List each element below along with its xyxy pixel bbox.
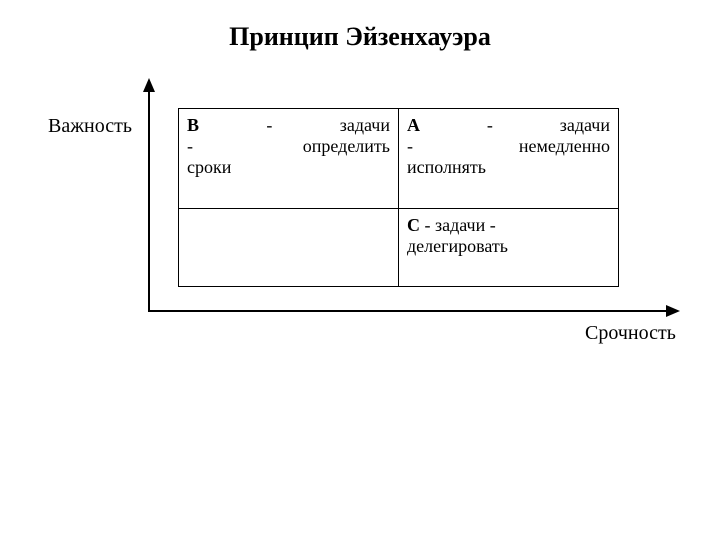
x-axis-arrow-icon xyxy=(666,305,680,317)
cell-a-line2: - немедленно xyxy=(407,136,610,157)
table-row: B - задачи - определить сроки A - задачи… xyxy=(179,109,619,209)
table-row: C - задачи - делегировать xyxy=(179,209,619,287)
cell-b-label: B xyxy=(187,115,199,135)
cell-b-line2: - определить xyxy=(187,136,390,157)
y-axis-label: Важность xyxy=(48,115,132,138)
cell-b-line3: сроки xyxy=(187,157,390,178)
y-axis-arrow-icon xyxy=(143,78,155,92)
eisenhower-matrix: B - задачи - определить сроки A - задачи… xyxy=(178,108,619,287)
cell-b-line1: - задачи xyxy=(199,115,390,135)
cell-b: B - задачи - определить сроки xyxy=(179,109,399,209)
y-axis-line xyxy=(148,90,150,310)
cell-a-label: A xyxy=(407,115,420,135)
cell-a-line3: исполнять xyxy=(407,157,610,178)
cell-a-line1: - задачи xyxy=(420,115,610,135)
title-text: Принцип Эйзенхауэра xyxy=(229,22,491,51)
x-axis-label: Срочность xyxy=(585,322,676,345)
cell-c-line1: - задачи - xyxy=(420,215,496,235)
cell-a: A - задачи - немедленно исполнять xyxy=(399,109,619,209)
cell-c: C - задачи - делегировать xyxy=(399,209,619,287)
cell-c-label: C xyxy=(407,215,420,235)
cell-c-line2: делегировать xyxy=(407,236,610,257)
diagram-title: Принцип Эйзенхауэра xyxy=(0,22,720,52)
x-axis-line xyxy=(148,310,668,312)
cell-empty xyxy=(179,209,399,287)
